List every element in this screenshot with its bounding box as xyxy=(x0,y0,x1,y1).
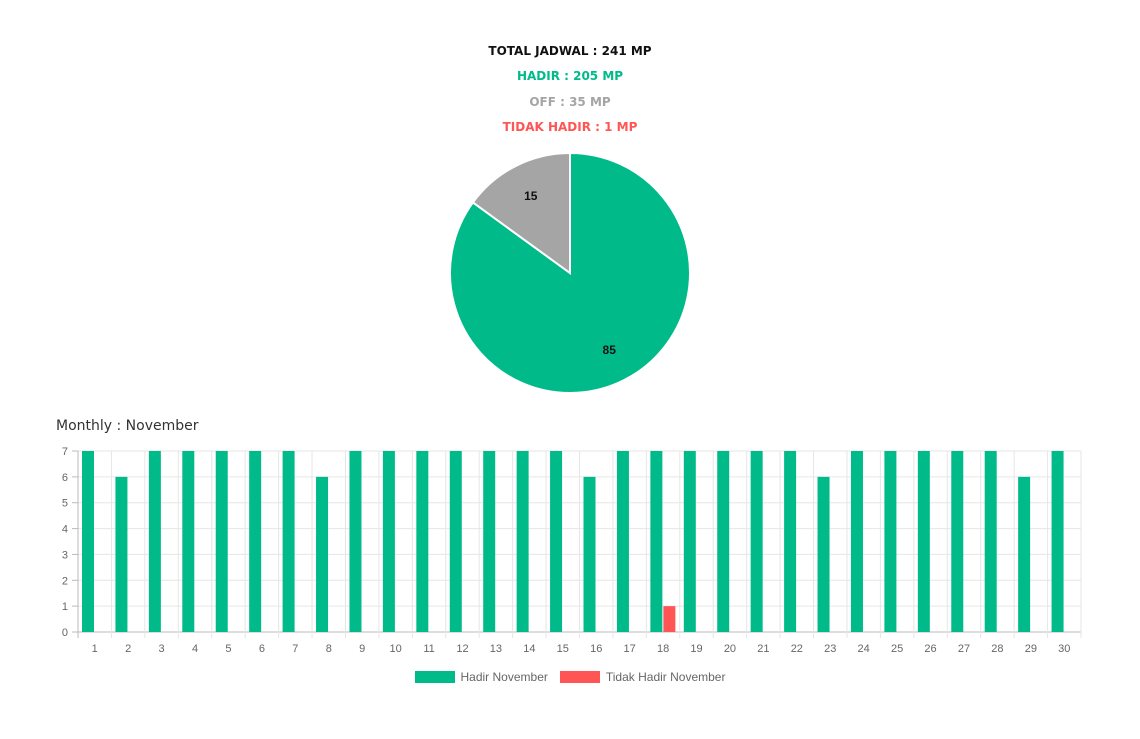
y-tick-label: 6 xyxy=(62,472,68,484)
bar-hadir xyxy=(583,476,596,632)
legend-item[interactable]: Tidak Hadir November xyxy=(559,670,726,684)
bar-hadir xyxy=(717,451,730,632)
x-tick-label: 16 xyxy=(590,643,602,655)
x-tick-label: 25 xyxy=(891,643,903,655)
x-tick-label: 13 xyxy=(490,643,502,655)
x-tick-label: 18 xyxy=(657,643,669,655)
bar-hadir xyxy=(382,451,395,632)
x-tick-label: 26 xyxy=(924,643,936,655)
x-tick-label: 30 xyxy=(1058,643,1070,655)
bar-chart-legend: Hadir November Tidak Hadir November xyxy=(0,670,1140,684)
y-tick-label: 7 xyxy=(62,446,68,458)
x-tick-label: 10 xyxy=(389,643,401,655)
x-tick-label: 9 xyxy=(359,643,365,655)
bar-hadir xyxy=(650,451,663,632)
x-tick-label: 2 xyxy=(125,643,131,655)
y-tick-label: 2 xyxy=(62,575,68,587)
pie-slice-off xyxy=(471,151,571,275)
bar-hadir xyxy=(483,451,496,632)
legend-swatch xyxy=(559,671,600,683)
x-tick-label: 5 xyxy=(225,643,231,655)
bar-hadir xyxy=(282,451,295,632)
summary-off: OFF : 35 MP xyxy=(529,95,611,109)
y-tick-label: 4 xyxy=(62,524,68,536)
x-tick-label: 28 xyxy=(991,643,1003,655)
bar-hadir xyxy=(917,451,930,632)
attendance-pie-chart: 85 15 xyxy=(449,151,691,394)
x-tick-label: 22 xyxy=(791,643,803,655)
bar-hadir xyxy=(984,451,997,632)
bar-hadir xyxy=(148,451,161,632)
x-tick-label: 23 xyxy=(824,643,836,655)
bar-hadir xyxy=(951,451,964,632)
bar-hadir xyxy=(750,451,763,632)
summary-total: TOTAL JADWAL : 241 MP xyxy=(488,44,652,58)
x-tick-label: 11 xyxy=(423,643,434,655)
x-tick-label: 7 xyxy=(292,643,298,655)
x-tick-label: 27 xyxy=(958,643,970,655)
summary-tidak-hadir: TIDAK HADIR : 1 MP xyxy=(502,120,638,134)
x-tick-label: 1 xyxy=(92,643,98,655)
x-tick-label: 8 xyxy=(326,643,332,655)
bar-hadir xyxy=(1018,476,1031,632)
bar-hadir xyxy=(550,451,563,632)
bar-hadir xyxy=(850,451,863,632)
bar-hadir xyxy=(1051,451,1064,632)
bar-hadir xyxy=(316,476,329,632)
x-tick-label: 24 xyxy=(858,643,870,655)
bar-hadir xyxy=(616,451,629,632)
x-tick-label: 17 xyxy=(624,643,636,655)
bar-hadir xyxy=(349,451,362,632)
x-tick-label: 6 xyxy=(259,643,265,655)
x-tick-label: 15 xyxy=(557,643,569,655)
monthly-title: Monthly : November xyxy=(56,418,199,434)
x-tick-label: 12 xyxy=(456,643,468,655)
pie-data-label: 85 xyxy=(603,343,617,357)
x-tick-label: 21 xyxy=(757,643,769,655)
bar-tidak-hadir xyxy=(663,606,676,632)
legend-label: Tidak Hadir November xyxy=(605,670,726,684)
bar-hadir xyxy=(449,451,462,632)
bar-hadir xyxy=(416,451,429,632)
bar-hadir xyxy=(249,451,262,632)
x-tick-label: 4 xyxy=(192,643,198,655)
bar-hadir xyxy=(683,451,696,632)
bar-hadir xyxy=(516,451,529,632)
bar-hadir xyxy=(817,476,830,632)
x-tick-label: 3 xyxy=(159,643,165,655)
pie-data-label: 15 xyxy=(524,189,538,203)
legend-item[interactable]: Hadir November xyxy=(414,670,548,684)
x-tick-label: 29 xyxy=(1025,643,1037,655)
bar-hadir xyxy=(784,451,797,632)
x-tick-label: 14 xyxy=(523,643,535,655)
y-tick-label: 0 xyxy=(62,627,68,639)
bar-hadir xyxy=(115,476,128,632)
x-tick-label: 19 xyxy=(690,643,702,655)
y-tick-label: 1 xyxy=(62,601,68,613)
y-tick-label: 3 xyxy=(62,549,68,561)
summary-hadir: HADIR : 205 MP xyxy=(516,69,624,83)
bar-hadir xyxy=(215,451,228,632)
legend-label: Hadir November xyxy=(460,670,548,684)
bar-hadir xyxy=(182,451,195,632)
legend-swatch xyxy=(414,671,455,683)
bar-hadir xyxy=(884,451,897,632)
bar-hadir xyxy=(82,451,94,632)
y-tick-label: 5 xyxy=(62,498,68,510)
x-tick-label: 20 xyxy=(724,643,736,655)
